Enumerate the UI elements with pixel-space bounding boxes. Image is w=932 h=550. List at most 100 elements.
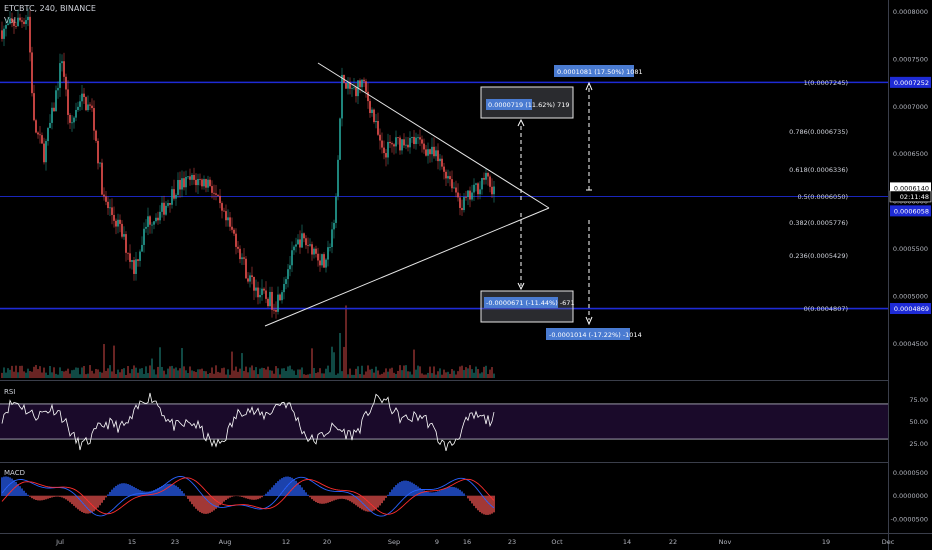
volume-bar xyxy=(451,369,453,378)
candle-body xyxy=(161,202,163,212)
rsi-label: RSI xyxy=(4,388,15,396)
volume-bar xyxy=(399,365,401,378)
volume-bar xyxy=(87,373,89,378)
volume-bar xyxy=(457,371,459,378)
upper-trendline[interactable] xyxy=(317,62,550,209)
volume-bar xyxy=(445,372,447,378)
candle-body xyxy=(325,259,327,268)
candle-body xyxy=(221,203,223,211)
macd-histogram-bar xyxy=(355,495,357,506)
volume-bar xyxy=(311,348,313,378)
volume-bar xyxy=(205,371,207,378)
macd-histogram-bar xyxy=(309,495,311,498)
macd-histogram-bar xyxy=(365,495,367,512)
price-tag-label: 0.0007252 xyxy=(894,79,929,87)
volume-bar xyxy=(369,369,371,378)
volume-bar xyxy=(195,372,197,378)
macd-histogram-bar xyxy=(247,495,249,499)
candle-body xyxy=(459,197,461,208)
macd-histogram-bar xyxy=(61,495,63,498)
macd-histogram-bar xyxy=(3,476,5,496)
macd-histogram-bar xyxy=(81,495,83,513)
volume-bar xyxy=(263,368,265,378)
volume-bar xyxy=(313,367,315,378)
candle-body xyxy=(135,259,137,274)
volume-bar xyxy=(35,365,37,378)
candle-body xyxy=(483,177,485,180)
volume-bar xyxy=(371,368,373,378)
macd-label: MACD xyxy=(4,469,25,477)
volume-bar xyxy=(365,371,367,378)
candle-body xyxy=(463,197,465,211)
volume-bar xyxy=(425,374,427,378)
volume-bar xyxy=(321,373,323,378)
volume-bar xyxy=(477,369,479,378)
volume-bar xyxy=(129,373,131,378)
volume-bar xyxy=(151,358,153,378)
macd-histogram-bar xyxy=(185,495,187,497)
candle-body xyxy=(355,87,357,97)
price-tag-bg xyxy=(890,76,931,88)
volume-bar xyxy=(435,374,437,378)
candle-body xyxy=(481,177,483,190)
macd-histogram-bar xyxy=(329,495,331,503)
volume-bar xyxy=(107,368,109,378)
candle-body xyxy=(269,291,271,307)
volume-bar xyxy=(217,371,219,378)
fib-level-label: 1(0.0007245) xyxy=(804,79,848,87)
macd-histogram-bar xyxy=(169,483,171,496)
candle-body xyxy=(465,197,467,198)
volume-bar xyxy=(337,373,339,378)
fib-level-label: 0.5(0.0006050) xyxy=(797,193,848,201)
candle-body xyxy=(287,269,289,280)
volume-bar xyxy=(405,365,407,378)
candle-body xyxy=(45,141,47,163)
macd-histogram-bar xyxy=(397,483,399,496)
volume-bar xyxy=(173,368,175,378)
volume-bar xyxy=(187,373,189,378)
volume-bar xyxy=(1,372,3,378)
candle-body xyxy=(81,93,83,102)
candle-body xyxy=(35,120,37,133)
candle-body xyxy=(315,248,317,254)
candle-body xyxy=(479,189,481,195)
volume-bar xyxy=(277,368,279,378)
macd-histogram-bar xyxy=(27,494,29,496)
fib-level-label: 0.786(0.0006735) xyxy=(789,128,848,136)
macd-histogram-bar xyxy=(175,485,177,496)
macd-histogram-bar xyxy=(359,495,361,509)
volume-bar xyxy=(185,370,187,378)
volume-bar xyxy=(7,368,9,378)
candle-body xyxy=(179,180,181,190)
volume-bar xyxy=(333,352,335,378)
candle-body xyxy=(409,137,411,148)
volume-bar xyxy=(391,367,393,378)
volume-bar xyxy=(329,372,331,378)
macd-histogram-bar xyxy=(485,495,487,515)
volume-bar xyxy=(29,371,31,378)
macd-histogram-bar xyxy=(253,495,255,500)
macd-histogram-bar xyxy=(351,495,353,503)
macd-histogram-bar xyxy=(443,488,445,496)
volume-bar xyxy=(239,368,241,378)
candle-body xyxy=(191,174,193,180)
candle-body xyxy=(153,221,155,225)
macd-histogram-bar xyxy=(59,495,61,497)
candle-body xyxy=(131,260,133,262)
candle-body xyxy=(93,108,95,131)
volume-bar xyxy=(297,369,299,378)
macd-histogram-bar xyxy=(137,489,139,496)
candle-body xyxy=(387,141,389,158)
macd-histogram-bar xyxy=(379,495,381,506)
candles xyxy=(1,8,495,319)
volume-bar xyxy=(221,368,223,378)
macd-histogram-bar xyxy=(331,495,333,502)
macd-histogram-bar xyxy=(299,485,301,496)
macd-histogram-bar xyxy=(267,491,269,496)
macd-histogram-bar xyxy=(133,486,135,496)
volume-bar xyxy=(23,371,25,378)
lower-trendline[interactable] xyxy=(264,207,550,327)
volume-bar xyxy=(157,366,159,378)
